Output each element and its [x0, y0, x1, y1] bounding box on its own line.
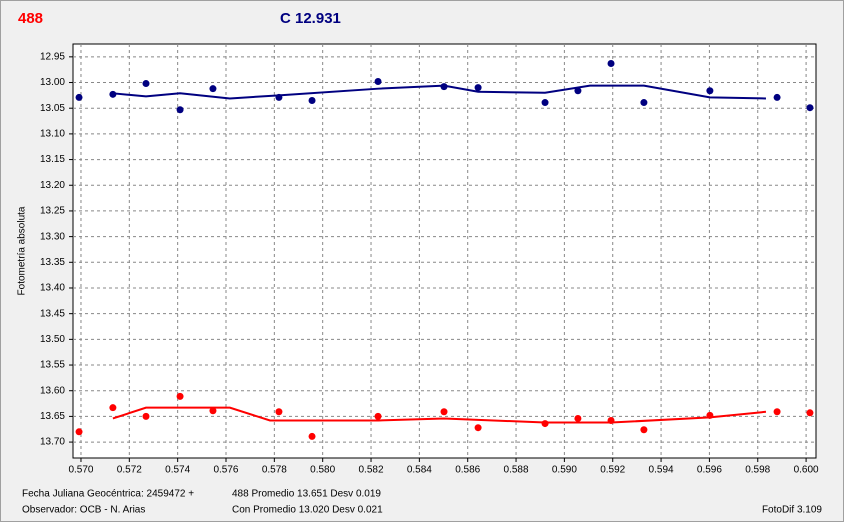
- y-tick-label: 13.10: [40, 129, 65, 140]
- y-tick-label: 13.50: [40, 334, 65, 345]
- x-tick-label: 0.578: [262, 465, 287, 476]
- data-point: [806, 409, 814, 417]
- y-tick-label: 13.40: [40, 283, 65, 294]
- footer-version: FotoDif 3.109: [762, 505, 822, 516]
- x-tick-label: 0.590: [552, 465, 577, 476]
- data-point: [706, 411, 714, 419]
- x-tick-label: 0.594: [649, 465, 674, 476]
- x-tick-label: 0.586: [455, 465, 480, 476]
- data-point: [209, 407, 217, 415]
- data-point: [374, 412, 382, 420]
- series-2-header: C 12.931: [280, 10, 341, 27]
- data-point: [374, 77, 382, 85]
- data-point: [574, 414, 582, 422]
- data-point: [607, 60, 615, 68]
- data-point: [308, 97, 316, 105]
- footer-stats: Con Promedio 13.020 Desv 0.021: [232, 505, 383, 516]
- data-point: [806, 104, 814, 112]
- data-point: [474, 424, 482, 432]
- x-tick-label: 0.574: [165, 465, 190, 476]
- x-tick-label: 0.580: [310, 465, 335, 476]
- data-point: [142, 80, 150, 88]
- data-point: [607, 417, 615, 425]
- x-tick-label: 0.570: [68, 465, 93, 476]
- data-point: [75, 428, 83, 436]
- x-tick-label: 0.600: [794, 465, 819, 476]
- series-1-header: 488: [18, 10, 43, 27]
- trend-line: [112, 406, 767, 424]
- y-tick-label: 13.60: [40, 385, 65, 396]
- data-point: [574, 87, 582, 95]
- data-point: [109, 90, 117, 98]
- data-point: [75, 93, 83, 101]
- y-tick-label: 13.45: [40, 308, 65, 319]
- y-tick-label: 13.05: [40, 103, 65, 114]
- data-point: [773, 93, 781, 101]
- data-point: [176, 392, 184, 400]
- y-tick-label: 13.55: [40, 360, 65, 371]
- y-tick-label: 13.25: [40, 206, 65, 217]
- data-point: [109, 404, 117, 412]
- plot: 12.95 13.00 13.05 13.10 13.15 13.20 13.25 13.30…: [40, 44, 819, 476]
- data-point: [275, 93, 283, 101]
- data-point: [209, 85, 217, 93]
- y-tick-label: 13.65: [40, 411, 65, 422]
- y-tick-label: 13.15: [40, 154, 65, 165]
- x-tick-label: 0.584: [407, 465, 432, 476]
- plot-area: [72, 43, 817, 459]
- data-point: [142, 412, 150, 420]
- x-tick-label: 0.582: [359, 465, 384, 476]
- x-tick-label: 0.572: [117, 465, 142, 476]
- x-tick-label: 0.598: [745, 465, 770, 476]
- y-tick-label: 13.70: [40, 437, 65, 448]
- data-point: [474, 84, 482, 92]
- y-tick-label: 12.95: [40, 51, 65, 62]
- x-tick-label: 0.596: [697, 465, 722, 476]
- y-tick-label: 13.35: [40, 257, 65, 268]
- y-tick-label: 13.30: [40, 231, 65, 242]
- footer-stats: 488 Promedio 13.651 Desv 0.019: [232, 489, 381, 500]
- data-point: [440, 408, 448, 416]
- data-point: [440, 83, 448, 91]
- x-tick-label: 0.588: [504, 465, 529, 476]
- y-tick-label: 13.00: [40, 77, 65, 88]
- data-point: [640, 99, 648, 107]
- data-point: [640, 426, 648, 434]
- data-point: [176, 106, 184, 114]
- data-point: [706, 87, 714, 95]
- footer-observer: Observador: OCB - N. Arias: [22, 505, 145, 516]
- data-point: [541, 420, 549, 428]
- data-point: [773, 408, 781, 416]
- y-axis-label: Fotometría absoluta: [17, 206, 28, 295]
- footer-date: Fecha Juliana Geocéntrica: 2459472 +: [22, 489, 194, 500]
- data-point: [275, 408, 283, 416]
- x-tick-label: 0.592: [600, 465, 625, 476]
- data-point: [541, 99, 549, 107]
- y-tick-label: 13.20: [40, 180, 65, 191]
- data-point: [308, 432, 316, 440]
- x-tick-label: 0.576: [213, 465, 238, 476]
